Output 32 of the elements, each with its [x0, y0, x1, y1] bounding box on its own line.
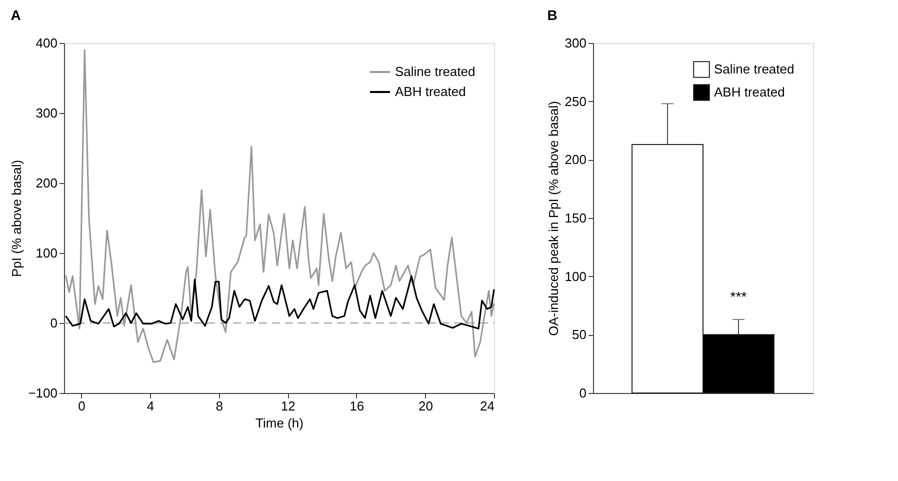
chart-title: A — [10, 7, 21, 23]
y-tick-label: 200 — [564, 152, 586, 168]
y-tick-label: 300 — [564, 36, 586, 50]
x-tick-label: 4 — [146, 398, 154, 414]
y-tick-label: 300 — [36, 106, 58, 120]
y-tick-label: 0 — [579, 386, 586, 400]
y-tick-label: 100 — [36, 246, 58, 260]
y-tick-label: 0 — [50, 316, 58, 330]
y-tick-label: 150 — [564, 210, 586, 226]
line-series — [64, 275, 495, 330]
legend-label: Saline treated — [714, 62, 794, 76]
x-tick-label: 24 — [480, 398, 494, 414]
y-axis-title: PpI (% above basal) — [9, 160, 24, 278]
x-tick-label: 12 — [280, 398, 296, 414]
legend-label: ABH treated — [395, 84, 466, 99]
annotation: *** — [730, 288, 748, 304]
y-tick-label: 100 — [564, 268, 586, 284]
y-tick-label: 200 — [36, 176, 58, 190]
legend-label: Saline treated — [395, 64, 476, 79]
x-tick-label: 20 — [418, 398, 433, 414]
y-tick-label: 250 — [564, 94, 586, 109]
x-tick-label: 0 — [78, 398, 86, 414]
y-tick-label: 50 — [572, 327, 586, 342]
y-axis-title: OA-induced peak in PpI (% above basal) — [546, 101, 561, 336]
y-tick-label: 400 — [36, 36, 58, 50]
x-tick-label: 16 — [350, 398, 364, 414]
legend-label: ABH treated — [714, 84, 785, 100]
y-tick-label: −100 — [28, 386, 58, 400]
x-tick-label: 8 — [216, 398, 223, 414]
line-series — [64, 49, 495, 363]
x-axis-title: Time (h) — [256, 416, 304, 430]
chart-title: B — [547, 7, 558, 23]
